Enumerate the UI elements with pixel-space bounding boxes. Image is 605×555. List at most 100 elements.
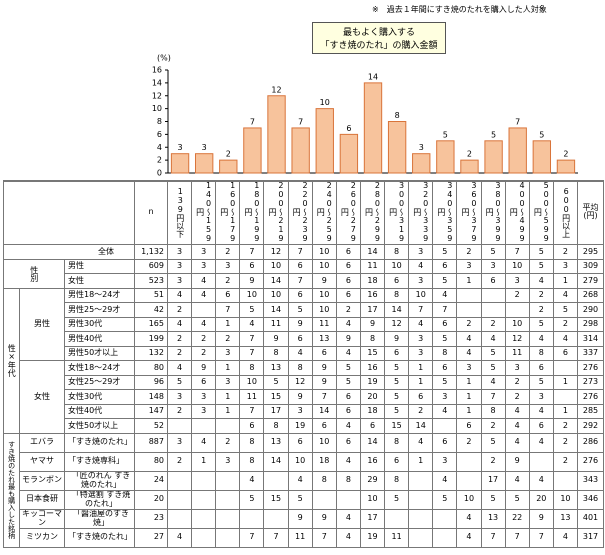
table-frame xyxy=(3,180,604,182)
value-cell: 5 xyxy=(385,361,410,376)
bar xyxy=(508,127,527,174)
bar xyxy=(532,140,552,174)
value-cell xyxy=(216,528,241,548)
data-label: 3 xyxy=(178,143,183,152)
value-cell: 4 xyxy=(529,332,554,347)
value-cell: 3 xyxy=(168,245,193,260)
data-label: 2 xyxy=(563,150,568,159)
value-cell: 4 xyxy=(336,419,361,434)
category-header: 160～179円 xyxy=(216,180,241,245)
avg-cell: 401 xyxy=(578,509,604,529)
value-cell: 4 xyxy=(505,433,530,453)
value-cell: 10 xyxy=(312,433,337,453)
value-cell: 4 xyxy=(168,288,193,303)
avg-cell: 317 xyxy=(578,528,604,548)
category-header: 340～359円 xyxy=(433,180,458,245)
value-cell: 7 xyxy=(505,245,530,260)
value-cell: 7 xyxy=(240,245,265,260)
value-cell: 3 xyxy=(216,259,241,274)
bar xyxy=(194,153,214,174)
value-cell: 5 xyxy=(264,375,289,390)
y-tick-label: 0 xyxy=(157,169,162,178)
value-cell: 4 xyxy=(409,433,434,453)
value-cell: 3 xyxy=(168,390,193,405)
value-cell: 4 xyxy=(409,317,434,332)
note: ※ 過去１年間にすき焼のたれを購入した人対象 xyxy=(372,5,547,14)
table-left-border xyxy=(3,180,4,548)
data-label: 14 xyxy=(368,72,378,81)
value-cell: 2 xyxy=(505,390,530,405)
value-cell: 19 xyxy=(360,528,386,548)
value-cell: 12 xyxy=(385,317,410,332)
n-cell: 20 xyxy=(135,490,168,510)
group-label: 女性 xyxy=(20,361,65,434)
value-cell: 3 xyxy=(457,361,482,376)
value-cell: 4 xyxy=(192,433,217,453)
row-label: 女性40代 xyxy=(65,404,135,419)
value-cell xyxy=(168,419,193,434)
value-cell xyxy=(409,509,434,529)
value-cell: 18 xyxy=(360,404,386,419)
value-cell xyxy=(553,390,578,405)
value-cell: 3 xyxy=(505,274,530,289)
value-cell: 3 xyxy=(553,259,578,274)
value-cell: 1 xyxy=(409,361,434,376)
y-tick-label: 14 xyxy=(152,78,162,87)
value-cell: 10 xyxy=(385,259,410,274)
value-cell: 15 xyxy=(264,390,289,405)
value-cell xyxy=(433,419,458,434)
value-cell: 3 xyxy=(216,375,241,390)
value-cell xyxy=(409,490,434,510)
category-header: 280～299円 xyxy=(360,180,386,245)
value-cell: 8 xyxy=(240,361,265,376)
value-cell: 5 xyxy=(385,390,410,405)
value-cell xyxy=(168,490,193,510)
y-tick-label: 2 xyxy=(157,156,162,165)
value-cell: 19 xyxy=(360,375,386,390)
group-label: 男性 xyxy=(20,288,65,361)
group-label: キッコーマン xyxy=(20,509,65,529)
value-cell: 5 xyxy=(288,490,313,510)
row-label: 女性25～29才 xyxy=(65,375,135,390)
avg-cell: 337 xyxy=(578,346,604,361)
value-cell: 2 xyxy=(457,433,482,453)
group-label: ミツカン xyxy=(20,528,65,548)
value-cell: 4 xyxy=(336,509,361,529)
value-cell: 1 xyxy=(457,274,482,289)
value-cell: 4 xyxy=(288,471,313,491)
value-cell: 13 xyxy=(264,361,289,376)
row-label: 男性18～24才 xyxy=(65,288,135,303)
value-cell: 20 xyxy=(529,490,554,510)
value-cell xyxy=(409,528,434,548)
avg-cell: 309 xyxy=(578,259,604,274)
value-cell: 15 xyxy=(385,419,410,434)
value-cell: 10 xyxy=(312,288,337,303)
value-cell xyxy=(457,471,482,491)
value-cell: 6 xyxy=(433,259,458,274)
value-cell: 10 xyxy=(264,259,289,274)
bar xyxy=(436,140,455,174)
n-cell: 24 xyxy=(135,471,168,491)
value-cell: 4 xyxy=(240,317,265,332)
value-cell xyxy=(168,509,193,529)
value-cell: 9 xyxy=(360,317,386,332)
value-cell: 22 xyxy=(505,509,530,529)
avg-cell: 276 xyxy=(578,452,604,472)
value-cell xyxy=(457,303,482,318)
value-cell: 2 xyxy=(216,433,241,453)
value-cell: 2 xyxy=(168,303,193,318)
value-cell: 6 xyxy=(409,390,434,405)
value-cell: 14 xyxy=(264,274,289,289)
value-cell: 1 xyxy=(457,375,482,390)
value-cell: 5 xyxy=(385,490,410,510)
value-cell: 4 xyxy=(457,346,482,361)
avg-cell: 298 xyxy=(578,317,604,332)
bar xyxy=(460,159,479,174)
value-cell: 3 xyxy=(409,346,434,361)
row-label: 男性30代 xyxy=(65,317,135,332)
value-cell: 9 xyxy=(312,375,337,390)
value-cell xyxy=(192,419,217,434)
data-label: 5 xyxy=(443,130,448,139)
category-header: 180～199円 xyxy=(240,180,265,245)
n-cell: 887 xyxy=(135,433,168,453)
